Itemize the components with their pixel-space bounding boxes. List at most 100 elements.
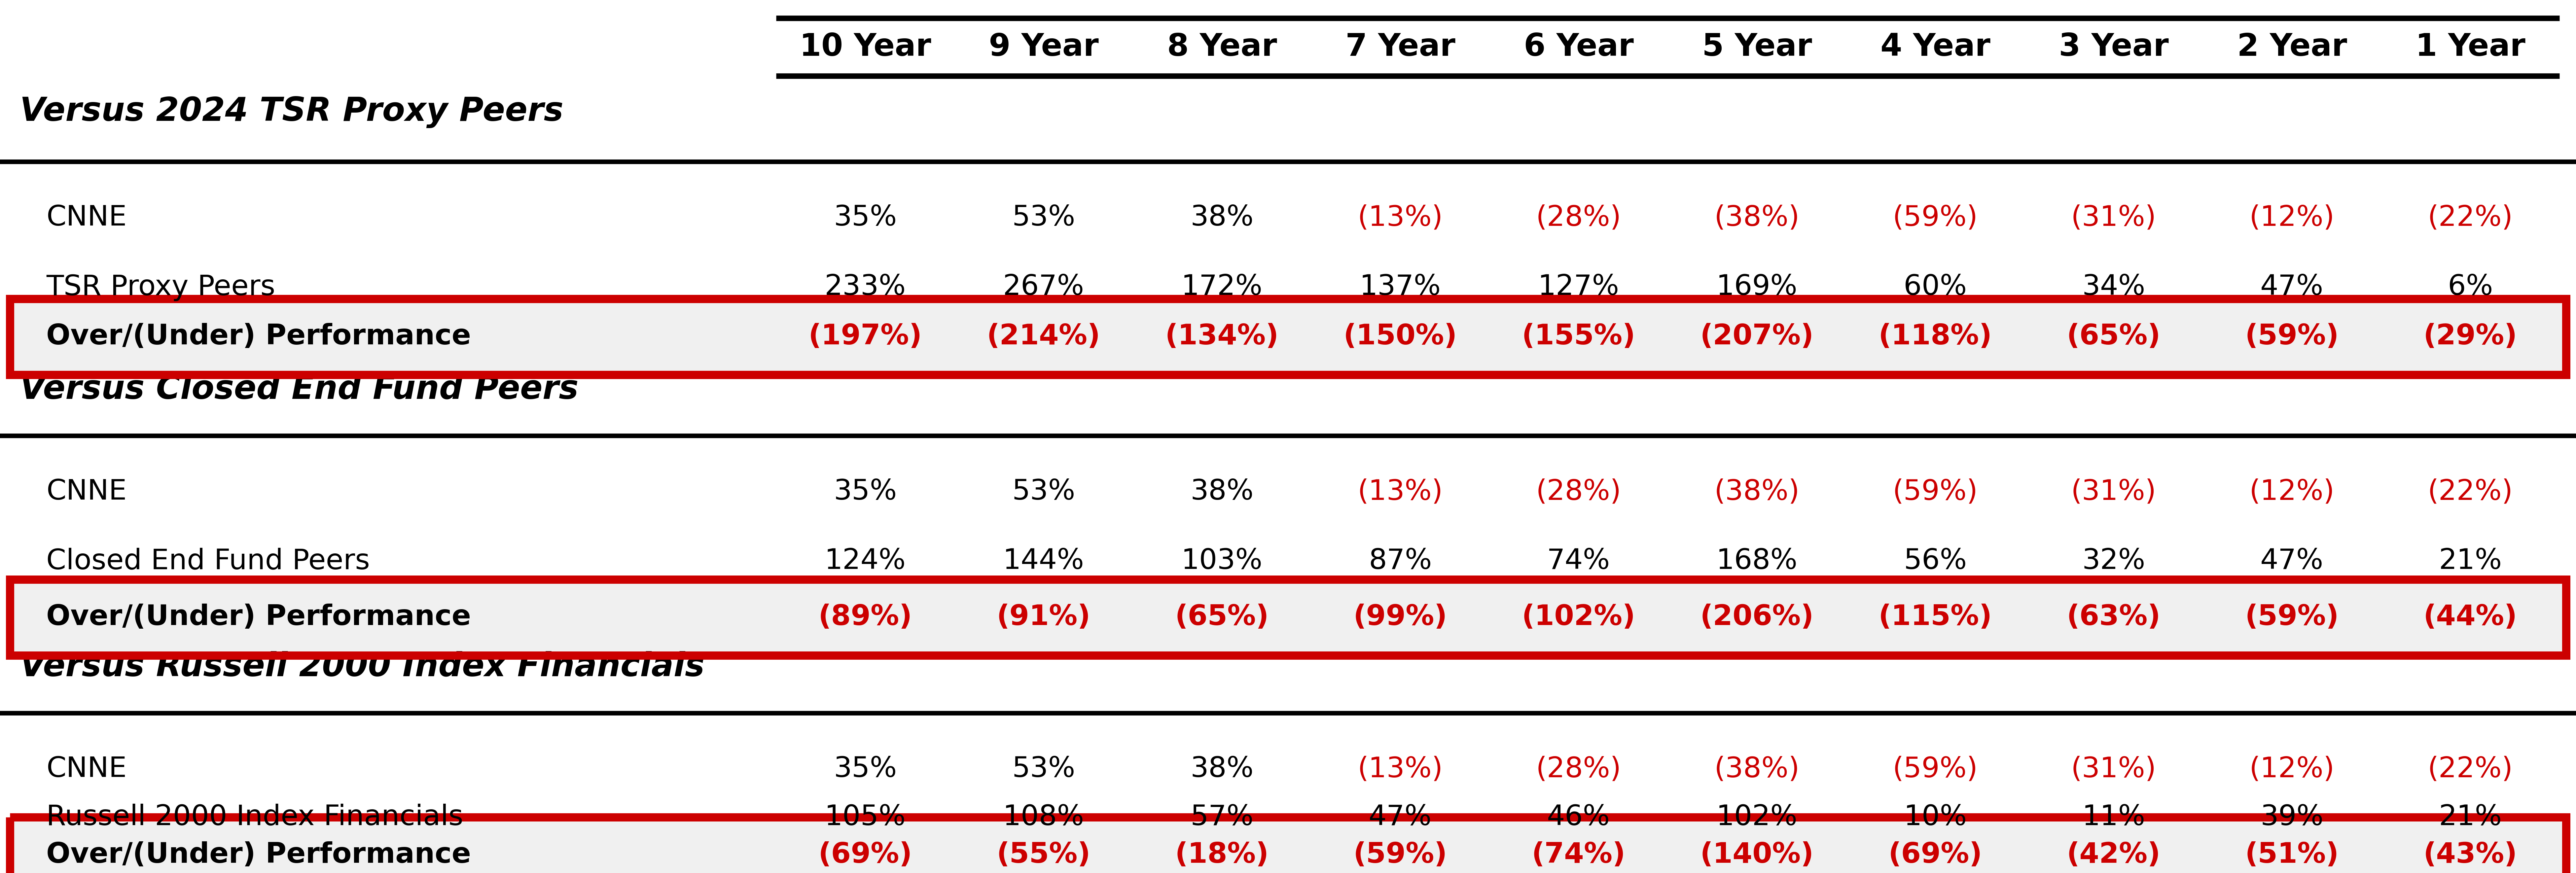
Text: (18%): (18%): [1175, 842, 1270, 869]
Text: 53%: 53%: [1012, 478, 1074, 505]
Text: 10%: 10%: [1904, 803, 1968, 831]
Text: (59%): (59%): [1893, 204, 1978, 231]
Text: (59%): (59%): [1352, 842, 1448, 869]
Text: CNNE: CNNE: [46, 756, 126, 783]
Text: (22%): (22%): [2427, 756, 2514, 783]
Text: (22%): (22%): [2427, 478, 2514, 505]
Text: (65%): (65%): [2066, 323, 2161, 350]
Text: 47%: 47%: [2259, 547, 2324, 575]
Text: 168%: 168%: [1716, 547, 1798, 575]
Text: 74%: 74%: [1548, 547, 1610, 575]
Text: 11%: 11%: [2081, 803, 2146, 831]
Text: (214%): (214%): [987, 323, 1100, 350]
Text: CNNE: CNNE: [46, 478, 126, 505]
Text: (28%): (28%): [1535, 204, 1620, 231]
Text: Russell 2000 Index Financials: Russell 2000 Index Financials: [46, 803, 464, 831]
Text: (91%): (91%): [997, 604, 1090, 631]
Text: (155%): (155%): [1522, 323, 1636, 350]
Text: 127%: 127%: [1538, 273, 1620, 301]
Bar: [10, 299, 2566, 375]
Text: (59%): (59%): [2244, 604, 2339, 631]
Text: 3 Year: 3 Year: [2058, 31, 2169, 62]
Text: (12%): (12%): [2249, 478, 2334, 505]
Text: 47%: 47%: [1368, 803, 1432, 831]
Text: 103%: 103%: [1182, 547, 1262, 575]
Text: (22%): (22%): [2427, 204, 2514, 231]
Text: (59%): (59%): [1893, 756, 1978, 783]
Text: 53%: 53%: [1012, 204, 1074, 231]
Text: (63%): (63%): [2066, 604, 2161, 631]
Text: (43%): (43%): [2424, 842, 2517, 869]
Text: (69%): (69%): [1888, 842, 1984, 869]
Text: (38%): (38%): [1713, 756, 1801, 783]
Text: (55%): (55%): [997, 842, 1090, 869]
Text: (31%): (31%): [2071, 756, 2156, 783]
Text: (140%): (140%): [1700, 842, 1814, 869]
Text: (12%): (12%): [2249, 756, 2334, 783]
Text: 102%: 102%: [1716, 803, 1798, 831]
Text: (102%): (102%): [1522, 604, 1636, 631]
Text: 105%: 105%: [824, 803, 907, 831]
Text: (197%): (197%): [809, 323, 922, 350]
Text: (12%): (12%): [2249, 204, 2334, 231]
Text: (29%): (29%): [2424, 323, 2517, 350]
Text: CNNE: CNNE: [46, 204, 126, 231]
Text: (65%): (65%): [1175, 604, 1270, 631]
Text: 60%: 60%: [1904, 273, 1968, 301]
Text: (38%): (38%): [1713, 478, 1801, 505]
Text: 8 Year: 8 Year: [1167, 31, 1278, 62]
Text: 7 Year: 7 Year: [1345, 31, 1455, 62]
Text: 38%: 38%: [1190, 204, 1255, 231]
Text: (115%): (115%): [1878, 604, 1991, 631]
Text: (13%): (13%): [1358, 756, 1443, 783]
Bar: [10, 299, 2566, 375]
Text: Closed End Fund Peers: Closed End Fund Peers: [46, 547, 371, 575]
Text: Versus Closed End Fund Peers: Versus Closed End Fund Peers: [21, 374, 580, 406]
Text: (59%): (59%): [1893, 478, 1978, 505]
Text: (69%): (69%): [819, 842, 912, 869]
Text: 1 Year: 1 Year: [2416, 31, 2524, 62]
Bar: [10, 817, 2566, 873]
Text: (150%): (150%): [1342, 323, 1458, 350]
Text: Versus Russell 2000 Index Financials: Versus Russell 2000 Index Financials: [21, 651, 706, 683]
Text: 108%: 108%: [1002, 803, 1084, 831]
Text: (31%): (31%): [2071, 478, 2156, 505]
Text: 10 Year: 10 Year: [799, 31, 930, 62]
Text: 87%: 87%: [1368, 547, 1432, 575]
Text: 144%: 144%: [1002, 547, 1084, 575]
Bar: [10, 580, 2566, 656]
Text: 2 Year: 2 Year: [2236, 31, 2347, 62]
Text: (13%): (13%): [1358, 478, 1443, 505]
Text: (28%): (28%): [1535, 756, 1620, 783]
Text: (42%): (42%): [2066, 842, 2161, 869]
Text: 34%: 34%: [2081, 273, 2146, 301]
Text: (118%): (118%): [1878, 323, 1991, 350]
Text: 57%: 57%: [1190, 803, 1255, 831]
Text: 137%: 137%: [1360, 273, 1440, 301]
Text: 56%: 56%: [1904, 547, 1968, 575]
Text: TSR Proxy Peers: TSR Proxy Peers: [46, 273, 276, 301]
Text: 35%: 35%: [835, 478, 896, 505]
Text: (207%): (207%): [1700, 323, 1814, 350]
Text: 35%: 35%: [835, 756, 896, 783]
Text: 47%: 47%: [2259, 273, 2324, 301]
Bar: [10, 817, 2566, 873]
Text: 32%: 32%: [2081, 547, 2146, 575]
Text: 38%: 38%: [1190, 478, 1255, 505]
Text: (51%): (51%): [2244, 842, 2339, 869]
Text: (59%): (59%): [2244, 323, 2339, 350]
Text: (89%): (89%): [819, 604, 912, 631]
Text: 267%: 267%: [1002, 273, 1084, 301]
Text: Over/(Under) Performance: Over/(Under) Performance: [46, 323, 471, 350]
Text: 4 Year: 4 Year: [1880, 31, 1991, 62]
Text: 5 Year: 5 Year: [1703, 31, 1811, 62]
Text: (44%): (44%): [2424, 604, 2517, 631]
Text: (38%): (38%): [1713, 204, 1801, 231]
Text: 6%: 6%: [2447, 273, 2494, 301]
Text: Over/(Under) Performance: Over/(Under) Performance: [46, 604, 471, 631]
Text: 39%: 39%: [2259, 803, 2324, 831]
Text: 233%: 233%: [824, 273, 907, 301]
Text: (99%): (99%): [1352, 604, 1448, 631]
Text: 172%: 172%: [1182, 273, 1262, 301]
Text: (206%): (206%): [1700, 604, 1814, 631]
